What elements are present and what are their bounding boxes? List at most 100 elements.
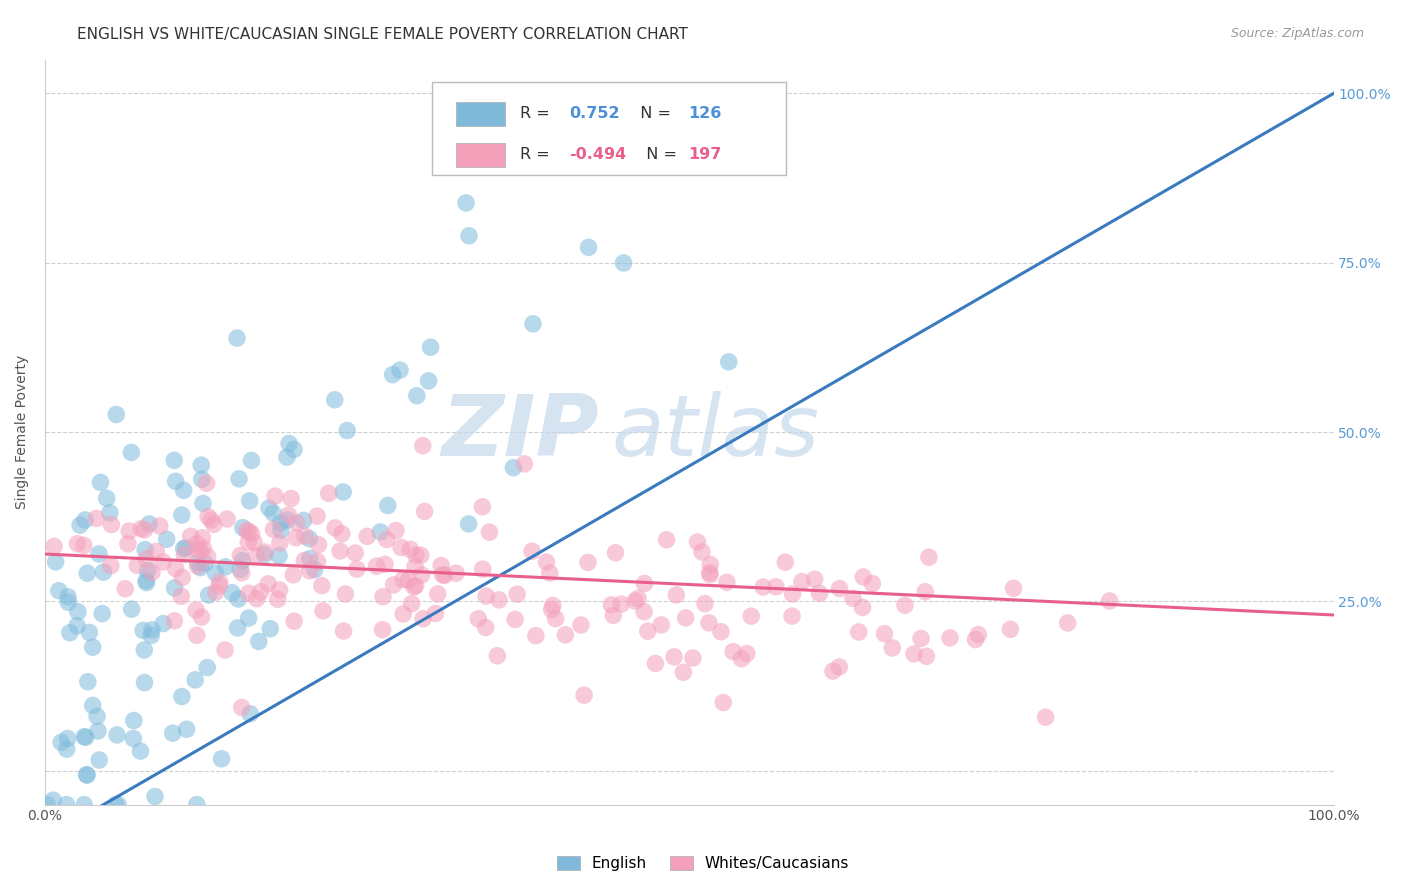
Point bbox=[180, 529, 202, 543]
Point bbox=[104, 797, 127, 812]
Point bbox=[204, 585, 226, 599]
Point bbox=[231, 554, 253, 568]
Point bbox=[73, 797, 96, 812]
Point bbox=[967, 627, 990, 641]
Point bbox=[285, 516, 308, 530]
Point bbox=[710, 624, 733, 639]
Point bbox=[197, 588, 219, 602]
Point bbox=[392, 573, 415, 587]
Legend: English, Whites/Caucasians: English, Whites/Caucasians bbox=[551, 849, 855, 877]
Point bbox=[474, 620, 496, 634]
Point bbox=[828, 660, 851, 674]
Point bbox=[165, 561, 187, 575]
Point bbox=[173, 541, 195, 556]
Point bbox=[699, 566, 721, 580]
Point bbox=[873, 626, 896, 640]
Point bbox=[828, 582, 851, 596]
Point bbox=[59, 625, 82, 640]
Point bbox=[79, 625, 101, 640]
Point bbox=[228, 472, 250, 486]
Point bbox=[775, 555, 797, 569]
Point bbox=[520, 544, 543, 558]
Point bbox=[541, 599, 564, 613]
Text: Source: ZipAtlas.com: Source: ZipAtlas.com bbox=[1230, 27, 1364, 40]
Point bbox=[170, 589, 193, 603]
Point bbox=[401, 597, 423, 611]
Point bbox=[578, 240, 600, 254]
Point bbox=[1002, 582, 1025, 596]
Point bbox=[117, 537, 139, 551]
Point bbox=[803, 572, 825, 586]
Point bbox=[214, 643, 236, 657]
Point bbox=[89, 475, 111, 490]
Point bbox=[229, 549, 252, 563]
Point bbox=[191, 496, 214, 510]
Point bbox=[918, 550, 941, 565]
Point bbox=[73, 730, 96, 744]
Point bbox=[915, 649, 938, 664]
Point bbox=[135, 575, 157, 590]
Point bbox=[336, 424, 359, 438]
Point bbox=[211, 752, 233, 766]
Point bbox=[335, 587, 357, 601]
Point bbox=[55, 742, 77, 756]
Point bbox=[610, 597, 633, 611]
Point bbox=[226, 621, 249, 635]
Point bbox=[903, 647, 925, 661]
Point bbox=[173, 548, 195, 562]
Point bbox=[600, 598, 623, 612]
Point bbox=[246, 591, 269, 606]
Point bbox=[467, 612, 489, 626]
Point bbox=[134, 643, 156, 657]
Text: 126: 126 bbox=[688, 106, 721, 121]
Point bbox=[572, 688, 595, 702]
Point bbox=[413, 504, 436, 518]
Point bbox=[100, 558, 122, 573]
Point bbox=[1035, 710, 1057, 724]
Point bbox=[433, 568, 456, 582]
Point bbox=[257, 577, 280, 591]
Point bbox=[374, 558, 396, 572]
Point bbox=[73, 538, 96, 552]
Point bbox=[721, 644, 744, 658]
Point bbox=[156, 533, 179, 547]
Point bbox=[371, 623, 394, 637]
Point bbox=[655, 533, 678, 547]
Point bbox=[385, 524, 408, 538]
Point bbox=[308, 538, 330, 552]
Point bbox=[170, 508, 193, 522]
Point bbox=[239, 493, 262, 508]
Point bbox=[262, 506, 284, 520]
Point bbox=[323, 521, 346, 535]
Point bbox=[292, 553, 315, 567]
Point bbox=[418, 374, 440, 388]
Point bbox=[388, 363, 411, 377]
Point bbox=[672, 665, 695, 680]
Point bbox=[66, 605, 89, 619]
Point bbox=[605, 546, 627, 560]
Point bbox=[163, 581, 186, 595]
Point bbox=[430, 558, 453, 573]
Point bbox=[152, 555, 174, 569]
Point bbox=[735, 647, 758, 661]
Point bbox=[402, 580, 425, 594]
Point bbox=[238, 586, 260, 600]
Point bbox=[141, 623, 163, 637]
Point bbox=[243, 535, 266, 549]
Point bbox=[329, 544, 352, 558]
Point bbox=[190, 543, 212, 558]
Point bbox=[173, 483, 195, 498]
Point bbox=[56, 731, 79, 746]
Point bbox=[503, 612, 526, 626]
Point bbox=[193, 541, 215, 556]
Point bbox=[249, 584, 271, 599]
Point bbox=[187, 559, 209, 574]
Point bbox=[76, 767, 98, 781]
Point bbox=[425, 607, 447, 621]
Point bbox=[208, 579, 231, 593]
Point bbox=[332, 485, 354, 500]
Point bbox=[399, 542, 422, 557]
Point bbox=[405, 579, 427, 593]
Text: R =: R = bbox=[520, 106, 555, 121]
Point bbox=[914, 584, 936, 599]
